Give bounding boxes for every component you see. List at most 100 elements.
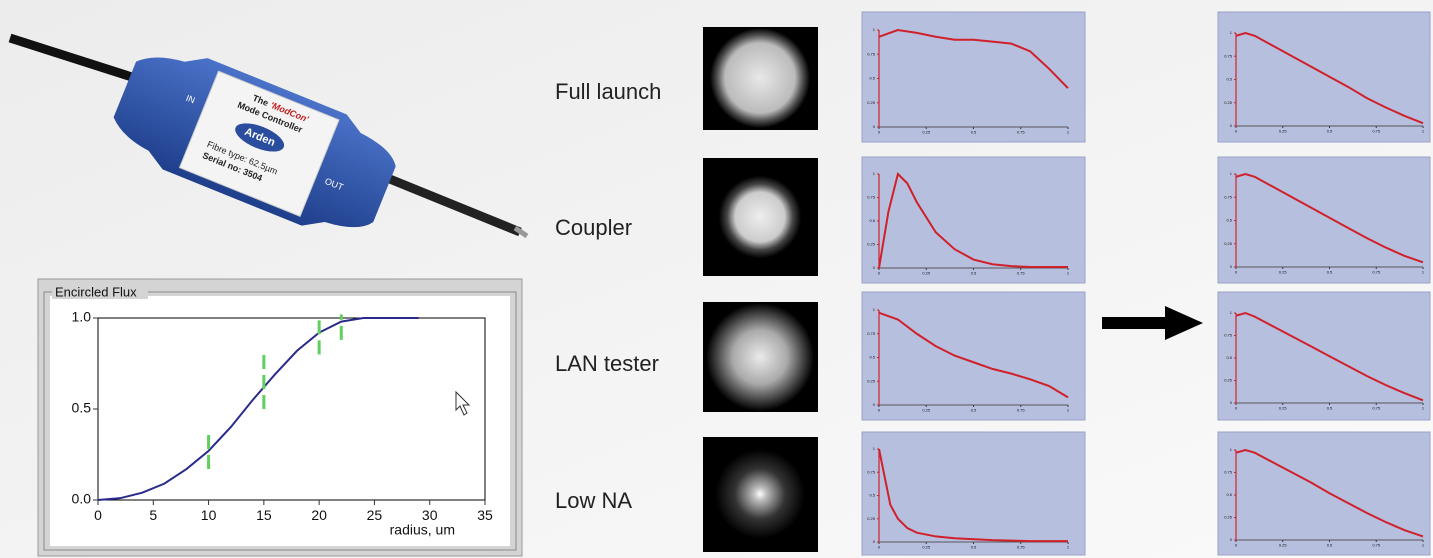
beam-image	[710, 28, 810, 128]
chart-panel	[861, 431, 1086, 556]
y-tick-label: 0	[873, 265, 876, 270]
line-series	[97, 317, 419, 501]
cursor	[455, 390, 471, 416]
y-tick-label: 1	[1230, 310, 1233, 315]
y-tick-label: 0.5	[72, 400, 92, 416]
y-tick-label: 1.0	[72, 309, 92, 325]
x-tick-label: 1	[1067, 270, 1070, 275]
x-tick-label: 0	[94, 507, 102, 523]
x-tick-label: 1	[1422, 128, 1425, 133]
x-tick-label: 0.5	[1327, 128, 1333, 133]
y-tick-label: 0.5	[1226, 492, 1232, 497]
x-tick-label: 0.75	[1372, 128, 1381, 133]
x-tick-label: 0.5	[971, 129, 977, 134]
y-tick-label: 0.5	[1226, 355, 1232, 360]
y-tick-label: 0.25	[867, 100, 876, 105]
y-tick-label: 0.75	[1224, 53, 1233, 58]
x-tick-label: 0	[878, 129, 881, 134]
x-tick-label: 0.75	[1017, 407, 1026, 412]
y-tick-label: 1	[873, 27, 876, 32]
x-tick-label: 0.75	[1372, 405, 1381, 410]
line-series	[878, 448, 1068, 543]
x-tick-label: 1	[1067, 544, 1070, 549]
x-tick-label: 1	[1067, 407, 1070, 412]
y-tick-label: 0.5	[869, 76, 875, 81]
x-tick-label: 0.25	[1279, 128, 1288, 133]
y-tick-label: 0	[873, 124, 876, 129]
y-tick-label: 0.5	[1226, 218, 1232, 223]
line-series	[878, 28, 1069, 89]
x-tick-label: 0.75	[1017, 270, 1026, 275]
x-tick-label: 0.75	[1372, 542, 1381, 547]
x-tick-label: 0.25	[922, 544, 931, 549]
chart-panel	[861, 291, 1086, 421]
y-tick-label: 0.75	[867, 195, 876, 200]
line-series	[1235, 311, 1424, 402]
x-tick-label: 0.25	[1279, 542, 1288, 547]
y-tick-label: 0	[1230, 400, 1233, 405]
line-series	[1235, 172, 1424, 264]
x-tick-label: 0.25	[1279, 269, 1288, 274]
x-tick-label: 0.25	[922, 129, 931, 134]
device-body: The 'ModCon' Mode Controller Arden Fibre…	[113, 57, 396, 228]
x-tick-label: 0.5	[1327, 405, 1333, 410]
x-tick-label: 0.5	[971, 270, 977, 275]
chart-panel	[1217, 156, 1431, 284]
row-label: LAN tester	[555, 351, 659, 376]
arrow	[1102, 306, 1203, 340]
y-tick-label: 1	[873, 171, 876, 176]
x-tick-label: 0	[878, 544, 881, 549]
y-tick-label: 0.25	[867, 378, 876, 383]
y-tick-label: 0.75	[867, 331, 876, 336]
y-tick-label: 0.75	[1224, 194, 1233, 199]
y-tick-label: 0.75	[867, 51, 876, 56]
x-tick-label: 1	[1422, 542, 1425, 547]
y-tick-label: 0.5	[869, 355, 875, 360]
title-bg	[52, 285, 148, 299]
y-tick-label: 0.25	[867, 516, 876, 521]
y-tick-label: 1	[873, 446, 876, 451]
x-tick-label: 25	[367, 507, 383, 523]
beam-image	[704, 438, 816, 550]
y-tick-label: 1	[1230, 171, 1233, 176]
x-axis-label: radius, um	[390, 522, 455, 538]
x-tick-label: 0	[1235, 542, 1238, 547]
x-tick-label: 0.5	[971, 544, 977, 549]
x-tick-label: 0.75	[1372, 269, 1381, 274]
y-tick-label: 0.5	[869, 218, 875, 223]
device: The 'ModCon' Mode Controller Arden Fibre…	[8, 33, 529, 239]
x-tick-label: 0.5	[1327, 542, 1333, 547]
beam-image	[705, 162, 815, 272]
chart-panel	[861, 11, 1086, 143]
x-tick-label: 10	[201, 507, 217, 523]
logo	[235, 123, 285, 152]
y-tick-label: 1	[873, 307, 876, 312]
x-tick-label: 0.75	[1017, 129, 1026, 134]
x-tick-label: 0.75	[1017, 544, 1026, 549]
row-label: Coupler	[555, 215, 632, 240]
y-tick-label: 0	[1230, 537, 1233, 542]
chart-panel	[861, 156, 1086, 284]
chart-panel	[1217, 291, 1431, 421]
x-tick-label: 1	[1422, 405, 1425, 410]
y-tick-label: 0	[873, 402, 876, 407]
cable	[378, 170, 522, 237]
beam-image	[706, 303, 814, 411]
flux-groupbox	[43, 291, 517, 551]
line-series	[878, 172, 1068, 269]
cable	[513, 225, 529, 239]
y-tick-label: 0.25	[1224, 378, 1233, 383]
x-tick-label: 0	[878, 270, 881, 275]
chart-panel	[1217, 11, 1431, 143]
x-tick-label: 20	[311, 507, 327, 523]
y-tick-label: 0.25	[1224, 515, 1233, 520]
y-tick-label: 0.5	[1226, 77, 1232, 82]
y-tick-label: 0.0	[72, 491, 92, 507]
cable	[8, 33, 137, 83]
x-tick-label: 0.25	[1279, 405, 1288, 410]
line-series	[878, 311, 1069, 399]
x-tick-label: 0.5	[1327, 269, 1333, 274]
x-tick-label: 0	[1235, 405, 1238, 410]
device-text: IN	[184, 93, 196, 106]
